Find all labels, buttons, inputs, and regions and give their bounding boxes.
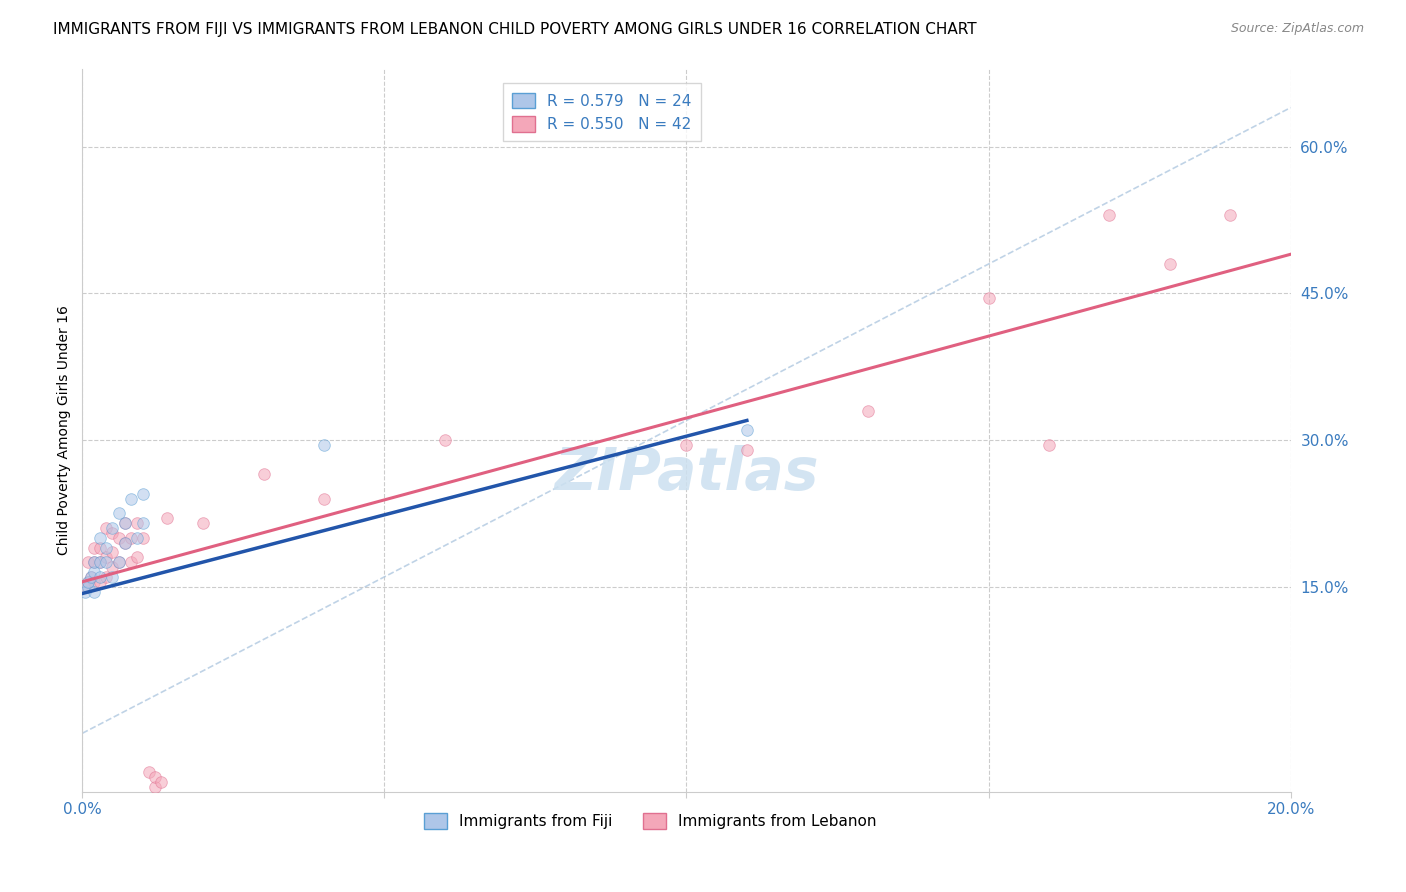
Point bbox=[114, 535, 136, 549]
Point bbox=[120, 491, 142, 506]
Point bbox=[149, 775, 172, 789]
Point bbox=[83, 565, 105, 579]
Point bbox=[80, 570, 103, 584]
Point bbox=[114, 516, 136, 530]
Point bbox=[856, 403, 879, 417]
Point bbox=[83, 574, 105, 589]
Point bbox=[101, 545, 124, 559]
Point bbox=[143, 770, 166, 784]
Point bbox=[125, 550, 148, 565]
Point bbox=[1098, 208, 1121, 222]
Point bbox=[735, 423, 758, 437]
Point bbox=[107, 531, 129, 545]
Point bbox=[131, 531, 153, 545]
Point bbox=[83, 555, 105, 569]
Point bbox=[96, 521, 118, 535]
Point bbox=[96, 555, 118, 569]
Text: IMMIGRANTS FROM FIJI VS IMMIGRANTS FROM LEBANON CHILD POVERTY AMONG GIRLS UNDER : IMMIGRANTS FROM FIJI VS IMMIGRANTS FROM … bbox=[53, 22, 977, 37]
Point bbox=[433, 433, 456, 447]
Text: ZIPatlas: ZIPatlas bbox=[554, 445, 818, 502]
Point bbox=[735, 442, 758, 457]
Point bbox=[977, 291, 1000, 305]
Point bbox=[96, 570, 118, 584]
Point bbox=[120, 555, 142, 569]
Point bbox=[77, 574, 100, 589]
Point bbox=[312, 438, 335, 452]
Point bbox=[107, 555, 129, 569]
Point bbox=[1159, 257, 1181, 271]
Point bbox=[89, 574, 111, 589]
Legend: Immigrants from Fiji, Immigrants from Lebanon: Immigrants from Fiji, Immigrants from Le… bbox=[418, 806, 883, 835]
Point bbox=[77, 580, 100, 594]
Point bbox=[143, 780, 166, 794]
Point bbox=[89, 570, 111, 584]
Point bbox=[114, 516, 136, 530]
Text: Source: ZipAtlas.com: Source: ZipAtlas.com bbox=[1230, 22, 1364, 36]
Point bbox=[1219, 208, 1241, 222]
Point bbox=[89, 555, 111, 569]
Point bbox=[125, 531, 148, 545]
Point bbox=[89, 541, 111, 555]
Point bbox=[83, 541, 105, 555]
Point bbox=[101, 525, 124, 540]
Point bbox=[96, 550, 118, 565]
Point bbox=[675, 438, 697, 452]
Point bbox=[77, 574, 100, 589]
Point bbox=[131, 487, 153, 501]
Point bbox=[252, 467, 274, 482]
Point bbox=[89, 555, 111, 569]
Point bbox=[101, 560, 124, 574]
Point bbox=[83, 555, 105, 569]
Point bbox=[80, 570, 103, 584]
Point bbox=[125, 516, 148, 530]
Point bbox=[191, 516, 214, 530]
Point bbox=[312, 491, 335, 506]
Point bbox=[107, 555, 129, 569]
Point bbox=[75, 584, 97, 599]
Point bbox=[77, 555, 100, 569]
Point bbox=[83, 584, 105, 599]
Point bbox=[156, 511, 179, 525]
Point bbox=[120, 531, 142, 545]
Point bbox=[131, 516, 153, 530]
Point bbox=[1038, 438, 1060, 452]
Point bbox=[89, 531, 111, 545]
Point bbox=[96, 541, 118, 555]
Point bbox=[107, 506, 129, 520]
Point bbox=[75, 580, 97, 594]
Point bbox=[101, 570, 124, 584]
Y-axis label: Child Poverty Among Girls Under 16: Child Poverty Among Girls Under 16 bbox=[58, 305, 72, 555]
Point bbox=[101, 521, 124, 535]
Point bbox=[138, 765, 160, 780]
Point bbox=[114, 535, 136, 549]
